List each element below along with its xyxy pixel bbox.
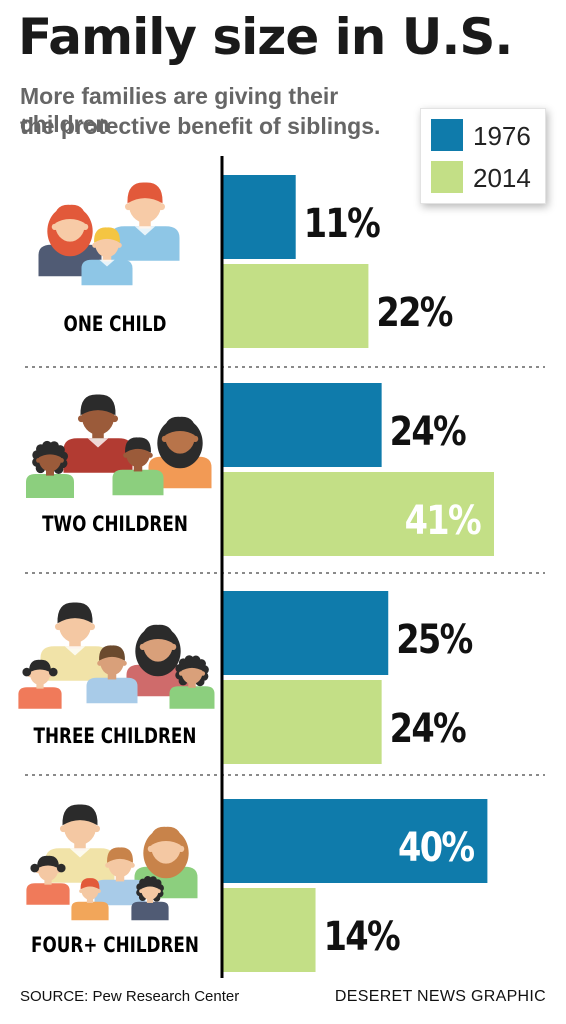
bar-2014-2 <box>223 472 494 556</box>
value-label-2014-1: 22% <box>376 289 452 336</box>
bar-2014-1 <box>223 264 369 348</box>
bar-1976-2 <box>223 383 382 467</box>
value-label-2014-3: 24% <box>390 705 466 752</box>
value-label-1976-2: 24% <box>390 408 466 455</box>
family-two-children-icon <box>26 394 212 498</box>
bar-1976-1 <box>223 175 296 259</box>
value-label-1976-4: 40% <box>398 824 474 871</box>
value-label-2014-2: 41% <box>405 497 481 544</box>
chart-title: Family size in U.S. <box>18 8 513 66</box>
chart-subtitle-line-1: More families are giving their children <box>20 83 339 137</box>
chart-legend: 1976 2014 <box>420 108 546 204</box>
bar-2014-4 <box>223 888 316 972</box>
bar-chart: 11% 24% 25% 40% 22% 41% 24% 14% ONE CHILD TWO CHI… <box>18 156 545 978</box>
family-three-children-icon <box>18 602 215 709</box>
bar-2014-3 <box>223 680 382 764</box>
legend-label-2014: 2014 <box>473 163 531 193</box>
legend-swatch-2014 <box>431 161 463 193</box>
category-label-1: ONE CHILD <box>64 312 167 336</box>
graphic-credit: DESERET NEWS GRAPHIC <box>334 988 546 1005</box>
category-label-2: TWO CHILDREN <box>42 512 188 536</box>
value-label-2014-4: 14% <box>324 913 400 960</box>
category-label-3: THREE CHILDREN <box>34 724 197 748</box>
legend-label-1976: 1976 <box>473 121 531 151</box>
source-note: SOURCE: Pew Research Center <box>20 988 240 1005</box>
value-label-1976-1: 11% <box>304 200 380 247</box>
legend-swatch-1976 <box>431 119 463 151</box>
bar-1976-3 <box>223 591 389 675</box>
family-one-child-icon <box>38 182 180 286</box>
category-label-4: FOUR+ CHILDREN <box>31 933 199 957</box>
value-label-1976-3: 25% <box>396 616 472 663</box>
chart-subtitle-line-2: the protective benefit of siblings. <box>20 113 381 139</box>
bar-1976-4 <box>223 799 488 883</box>
family-four-children-icon <box>26 804 198 921</box>
